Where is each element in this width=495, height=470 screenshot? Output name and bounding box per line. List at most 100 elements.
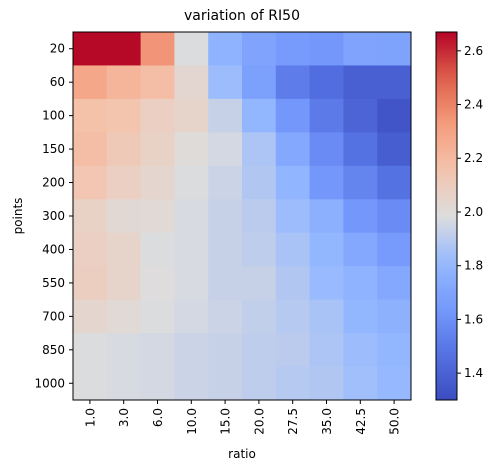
heatmap-cell	[174, 32, 209, 66]
heatmap-cell	[140, 266, 175, 301]
heatmap-cell	[242, 299, 277, 334]
heatmap-cell	[140, 32, 175, 66]
heatmap-cell	[106, 65, 142, 100]
heatmap-cell	[343, 65, 378, 100]
heatmap-cell	[343, 333, 378, 368]
heatmap-cell	[377, 199, 412, 234]
heatmap-cell	[309, 132, 344, 167]
heatmap-cell	[106, 333, 142, 368]
heatmap-cell	[106, 132, 142, 167]
x-tick-label: 35.0	[320, 408, 334, 435]
heatmap-cell	[343, 299, 378, 334]
x-axis: 1.0 3.0 6.0 10.0 15.0 20.0 27.5 35.0 42.5 50.0	[83, 400, 402, 435]
heatmap-cell	[309, 333, 344, 368]
colorbar-tick-label: 2.2	[464, 151, 483, 165]
heatmap-cell	[140, 366, 175, 401]
heatmap-cell	[208, 266, 243, 301]
heatmap-cell	[343, 232, 378, 267]
heatmap-cell	[242, 232, 277, 267]
heatmap-cell	[208, 132, 243, 167]
heatmap-cell	[309, 98, 344, 133]
x-tick-label: 50.0	[388, 408, 402, 435]
x-tick-label: 42.5	[354, 408, 368, 435]
heatmap-cell	[140, 132, 175, 167]
heatmap-cell	[377, 299, 412, 334]
heatmap-cell	[208, 165, 243, 200]
heatmap-cell	[73, 98, 108, 133]
heatmap-cell	[275, 165, 311, 200]
heatmap-cell	[242, 98, 277, 133]
heatmap-cell	[309, 299, 344, 334]
heatmap-cell	[208, 32, 243, 66]
heatmap-cell	[174, 65, 209, 100]
y-axis: 20 60 100 150 200 300 400 550 700 850 1000	[34, 42, 73, 390]
y-tick-label: 60	[50, 75, 65, 89]
heatmap-cell	[309, 366, 344, 401]
heatmap-cell	[73, 165, 108, 200]
x-tick-label: 10.0	[185, 408, 199, 435]
heatmap-cell	[106, 266, 142, 301]
heatmap-cell	[275, 32, 311, 66]
heatmap-cell	[309, 32, 344, 66]
heatmap-cell	[275, 199, 311, 234]
heatmap-cell	[377, 232, 412, 267]
heatmap-cell	[309, 232, 344, 267]
y-tick-label: 550	[42, 276, 65, 290]
heatmap-cell	[208, 98, 243, 133]
heatmap-cell	[73, 299, 108, 334]
y-tick-label: 100	[42, 109, 65, 123]
heatmap-cell	[275, 65, 311, 100]
heatmap-cell	[343, 266, 378, 301]
heatmap-cells	[73, 32, 412, 401]
heatmap-cell	[174, 98, 209, 133]
heatmap-cell	[275, 232, 311, 267]
x-axis-label: ratio	[228, 447, 256, 461]
heatmap-cell	[106, 98, 142, 133]
heatmap-cell	[174, 299, 209, 334]
y-tick-label: 150	[42, 142, 65, 156]
y-tick-label: 700	[42, 309, 65, 323]
heatmap-cell	[309, 165, 344, 200]
heatmap-cell	[208, 232, 243, 267]
heatmap-cell	[73, 366, 108, 401]
heatmap-cell	[377, 366, 412, 401]
heatmap-cell	[106, 299, 142, 334]
heatmap-cell	[73, 132, 108, 167]
heatmap-cell	[73, 333, 108, 368]
heatmap-cell	[208, 299, 243, 334]
y-axis-label: points	[11, 198, 25, 235]
colorbar-tick-label: 1.4	[464, 366, 483, 380]
heatmap-cell	[242, 32, 277, 66]
heatmap-cell	[73, 199, 108, 234]
heatmap-cell	[140, 299, 175, 334]
heatmap-cell	[275, 299, 311, 334]
colorbar	[435, 31, 458, 401]
heatmap-cell	[140, 199, 175, 234]
y-tick-label: 200	[42, 176, 65, 190]
heatmap-cell	[242, 132, 277, 167]
heatmap-cell	[73, 65, 108, 100]
heatmap-cell	[140, 65, 175, 100]
heatmap-cell	[275, 132, 311, 167]
colorbar-tick-label: 2.6	[464, 44, 483, 58]
heatmap-cell	[275, 333, 311, 368]
heatmap-cell	[140, 333, 175, 368]
heatmap-cell	[377, 165, 412, 200]
heatmap-cell	[208, 199, 243, 234]
heatmap-cell	[242, 333, 277, 368]
heatmap-cell	[309, 266, 344, 301]
colorbar-ticks: 1.4 1.6 1.8 2.0 2.2 2.4 2.6	[457, 44, 483, 380]
heatmap-cell	[106, 165, 142, 200]
heatmap-cell	[174, 132, 209, 167]
heatmap-cell	[208, 333, 243, 368]
heatmap-cell	[309, 199, 344, 234]
x-tick-label: 15.0	[219, 408, 233, 435]
colorbar-tick-label: 2.0	[464, 205, 483, 219]
heatmap-cell	[242, 199, 277, 234]
heatmap-cell	[275, 98, 311, 133]
heatmap-cell	[174, 333, 209, 368]
heatmap-cell	[343, 98, 378, 133]
heatmap-cell	[242, 266, 277, 301]
heatmap-cell	[174, 232, 209, 267]
